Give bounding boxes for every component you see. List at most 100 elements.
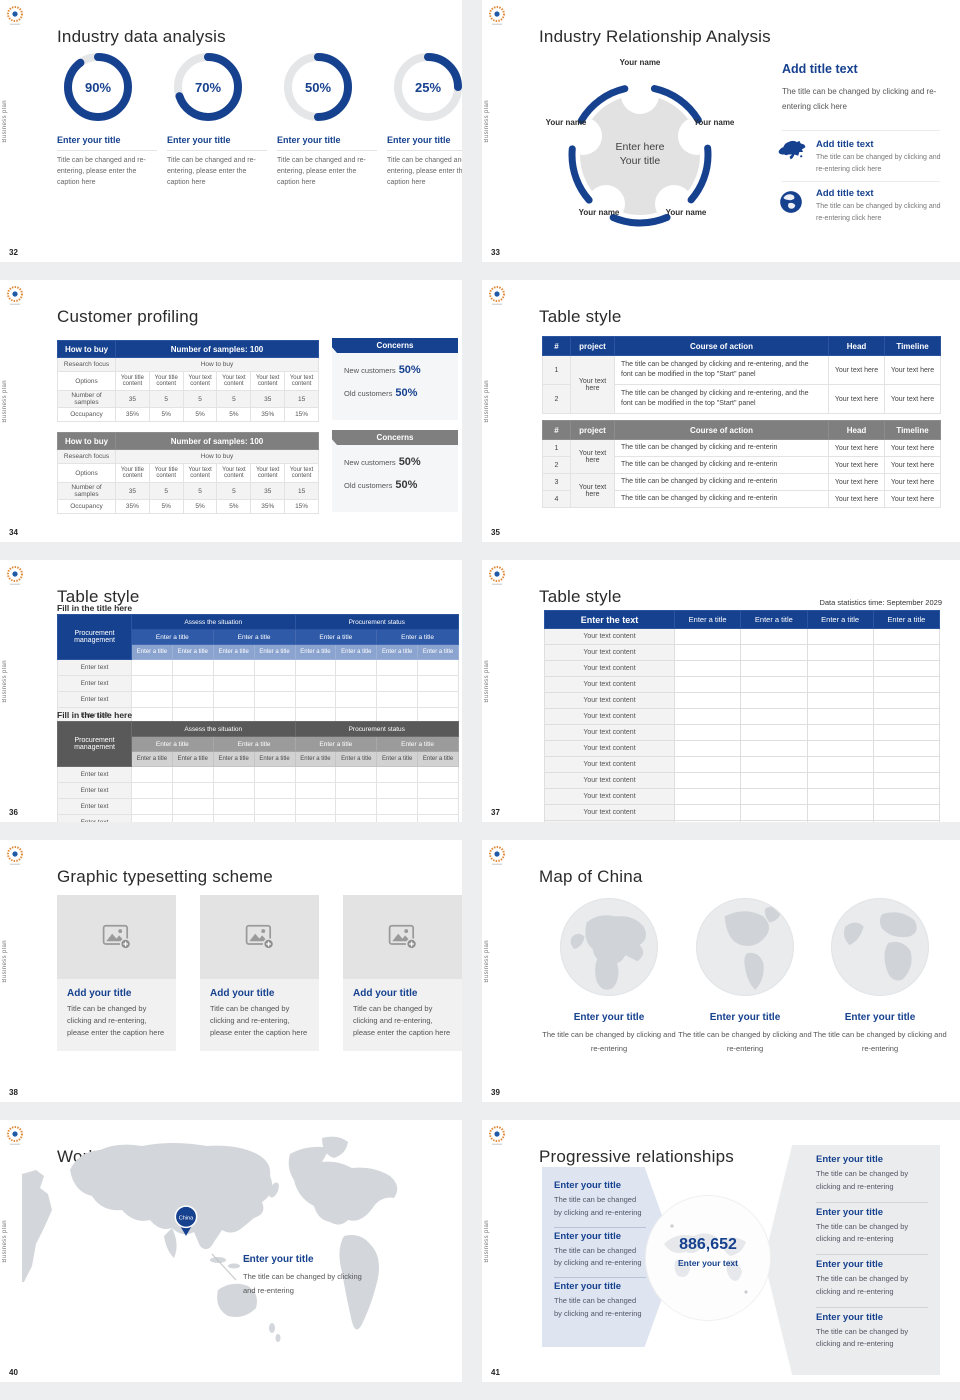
stat-title: Enter your title [167,135,267,151]
slide-number: 40 [9,1368,18,1377]
donut-stat: 70% Enter your title Title can be change… [167,50,267,189]
sub-header: Enter a title [294,629,378,645]
vertical-label: Business plan [2,100,8,143]
slide-39[interactable]: Business plan 39 Map of China [482,840,960,1102]
slide-40[interactable]: Business plan 40 World map China E [0,1120,462,1382]
sub-header: Enter a title [171,644,214,660]
slide-title: Table style [539,307,622,327]
slide-35[interactable]: Business plan 35 Table style # project Cou… [482,280,960,542]
row-label: Your text content [544,724,675,741]
row-label: Options [57,463,116,483]
sub-header: Enter a title [417,644,459,660]
pin-label: China [179,1215,194,1221]
image-placeholder [200,895,319,979]
slide-number: 39 [491,1088,500,1097]
progress-item: Enter your title The title can be change… [816,1308,928,1360]
sub-header: Enter a title [294,751,337,767]
donut-chart: 50% [281,50,355,124]
cell: Your text here [884,384,941,414]
cell: 4 [542,490,571,508]
slide-34[interactable]: Business plan 34 Customer profiling How … [0,280,462,542]
stat-title: Enter your title [387,135,462,151]
vertical-label: Business plan [484,100,490,143]
row-label: Your text content [544,820,675,822]
row-label: Enter text [57,798,132,815]
sub-header: Enter a title [294,644,337,660]
node-label-text: Your name [619,58,661,67]
col-header: Course of action [614,336,829,356]
row-label: Your text content [544,772,675,789]
concerns-value: 50% [398,364,421,376]
cell: 5% [216,407,252,422]
globe-icon [780,191,802,213]
card-caption: Title can be changed by clicking and re-… [353,1004,451,1037]
row-label: Enter text [57,766,132,783]
image-card: Add your title Title can be changed by c… [343,895,462,1051]
slide-32[interactable]: Business plan 32 Industry data analysis … [0,0,462,262]
row-label: Enter text [57,691,132,708]
cell: 1 [542,355,571,385]
cell: The title can be changed by clicking and… [614,456,829,474]
col-header: Course of action [614,420,829,440]
slide-title: Customer profiling [57,307,199,327]
center-line2: Your title [619,155,661,168]
slide-title: Progressive relationships [539,1147,734,1167]
cell: 2 [542,384,571,414]
globe-caption: The title can be changed by clicking and… [678,1030,812,1054]
card-body: Add your title Title can be changed by c… [57,979,176,1051]
progress-item: Enter your title The title can be change… [554,1228,646,1278]
stat-label: Enter your text [678,1258,738,1268]
vertical-label: Business plan [2,940,8,983]
stat-title: Enter your title [57,135,157,151]
cell: The title can be changed by clicking and… [614,355,829,385]
cell: Your text content [284,463,319,483]
stat-value: 886,652 [679,1236,737,1253]
cell: Your text content [182,463,218,483]
slide-33[interactable]: Business plan 33 Industry Relationship A… [482,0,960,262]
sub-header: Enter a title [212,629,296,645]
data-statistics-note: Data statistics time: September 2029 [819,598,942,607]
cell: Your text content [250,463,286,483]
vertical-label: Business plan [484,940,490,983]
item-title: Enter your title [816,1206,884,1218]
globe-image [831,898,929,996]
cell: Your title content [148,463,184,483]
globe-caption: The title can be changed by clicking and… [813,1030,947,1054]
sub-header: Enter a title [253,644,296,660]
slide-37[interactable]: Business plan 37 Table style Data statis… [482,560,960,822]
item-caption: The title can be changed by clicking and… [554,1195,642,1217]
corner-header: Procurement management [57,721,132,767]
item-caption: The title can be changed by clicking and… [554,1296,642,1318]
slide-38[interactable]: Business plan 38 Graphic typesetting sch… [0,840,462,1102]
globe-image [560,898,658,996]
sub-header: Enter a title [376,629,459,645]
vertical-label: Business plan [484,1220,490,1263]
progress-item: Enter your title The title can be change… [816,1255,928,1308]
cell: 35 [115,482,150,500]
row-label: Your text content [544,788,675,805]
globe-image [696,898,794,996]
world-map-image [22,1136,398,1342]
donut-percent: 25% [414,79,442,95]
cell: 15% [284,499,319,514]
donut-ring-svg [64,53,132,121]
sub-header: Enter a title [335,751,378,767]
col-header: Enter a title [806,610,874,629]
slide-36[interactable]: Business plan 36 Table style Fill in the… [0,560,462,822]
col-header: Timeline [884,336,941,356]
item-title: Add title text [816,188,874,199]
sub-header: Enter a title [253,751,296,767]
donut-chart: 70% [171,50,245,124]
cell: Your title content [148,371,184,391]
cell: 5% [148,499,184,514]
sub-header: Enter a title [131,644,173,660]
col-header: Timeline [884,420,941,440]
slide-41[interactable]: Business plan 41 Progressive relationshi… [482,1120,960,1382]
slide-title: Industry data analysis [57,27,226,47]
add-image-icon [245,924,274,950]
vertical-label: Business plan [484,660,490,703]
cell: Your text here [570,355,615,414]
row-label: Occupancy [57,407,116,422]
sub-header: Enter a title [131,629,214,645]
